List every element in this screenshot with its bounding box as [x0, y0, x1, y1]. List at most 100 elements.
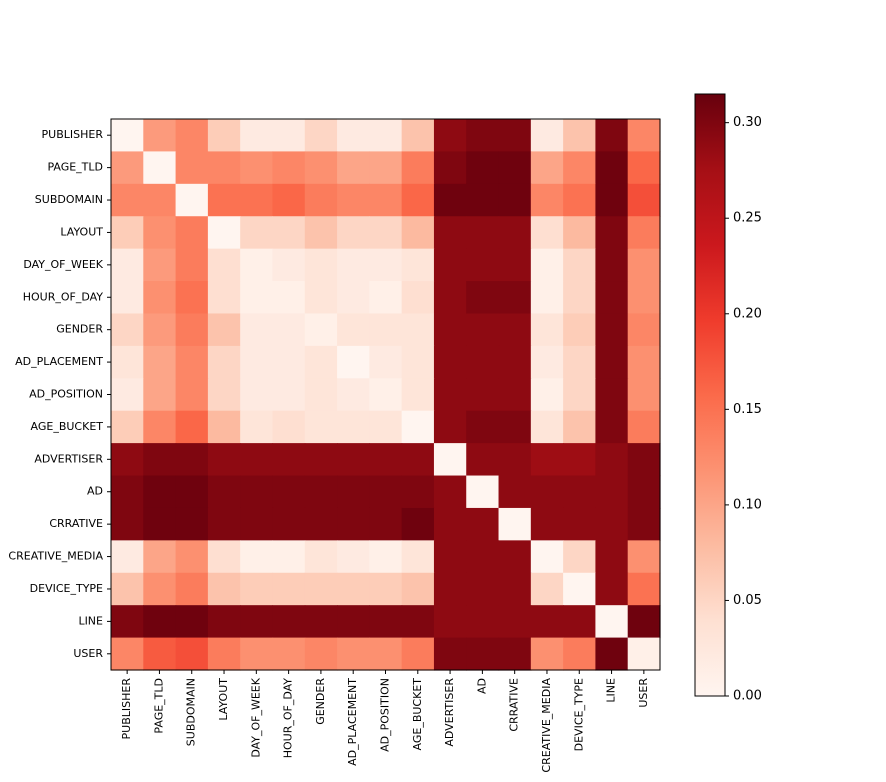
heatmap-cell — [143, 345, 177, 379]
heatmap-cell — [272, 151, 306, 185]
heatmap-cell — [401, 443, 435, 477]
heatmap-cell — [175, 443, 209, 477]
heatmap-cell — [530, 572, 564, 606]
heatmap-cell — [433, 151, 467, 185]
heatmap-cell — [207, 345, 241, 379]
x-tick-label: SUBDOMAIN — [185, 678, 198, 746]
heatmap-cell — [272, 119, 306, 153]
heatmap-cell — [272, 507, 306, 541]
heatmap-cell — [143, 378, 177, 412]
heatmap-cell — [111, 637, 144, 671]
heatmap-cell — [530, 151, 564, 185]
heatmap-cell — [563, 119, 597, 153]
heatmap-cell — [337, 216, 370, 250]
y-tick-label: LINE — [78, 614, 103, 627]
heatmap-cell — [530, 540, 564, 574]
heatmap-cell — [369, 119, 403, 153]
heatmap-cell — [143, 540, 177, 574]
heatmap-cell — [240, 572, 274, 606]
heatmap-cell — [466, 281, 500, 315]
heatmap-cell — [627, 410, 661, 444]
heatmap-cell — [337, 572, 370, 606]
x-tick-label: PAGE_TLD — [152, 678, 165, 734]
heatmap-cell — [530, 216, 564, 250]
y-tick-label: HOUR_OF_DAY — [23, 290, 104, 303]
heatmap-cell — [175, 345, 209, 379]
x-tick-label: CRRATIVE — [508, 678, 521, 732]
heatmap-cell — [240, 345, 274, 379]
y-tick-label: GENDER — [56, 323, 103, 336]
heatmap-cell — [498, 605, 532, 639]
heatmap-cell — [627, 475, 661, 509]
heatmap-cells — [111, 119, 661, 671]
heatmap-cell — [498, 248, 532, 282]
x-tick-label: CREATIVE_MEDIA — [540, 678, 553, 773]
y-tick-label: PUBLISHER — [42, 128, 104, 141]
heatmap-cell — [207, 507, 241, 541]
heatmap-cell — [433, 540, 467, 574]
heatmap-cell — [627, 183, 661, 217]
heatmap-cell — [240, 540, 274, 574]
y-tick-label: AD — [87, 485, 103, 498]
heatmap-cell — [466, 216, 500, 250]
heatmap-cell — [337, 443, 370, 477]
heatmap-cell — [175, 151, 209, 185]
heatmap-cell — [627, 216, 661, 250]
heatmap-cell — [240, 281, 274, 315]
heatmap-cell — [369, 378, 403, 412]
heatmap-cell — [466, 443, 500, 477]
heatmap-cell — [563, 313, 597, 347]
heatmap-cell — [304, 475, 338, 509]
heatmap-cell — [175, 410, 209, 444]
heatmap-cell — [272, 637, 306, 671]
x-tick-label: LAYOUT — [217, 678, 230, 721]
y-tick-label: AGE_BUCKET — [31, 420, 104, 433]
heatmap-cell — [627, 540, 661, 574]
heatmap-cell — [530, 443, 564, 477]
heatmap-cell — [433, 443, 467, 477]
heatmap-cell — [563, 443, 597, 477]
y-tick-label: CREATIVE_MEDIA — [8, 550, 103, 563]
heatmap-cell — [466, 475, 500, 509]
heatmap-cell — [272, 475, 306, 509]
heatmap-cell — [466, 248, 500, 282]
heatmap-cell — [466, 507, 500, 541]
heatmap-cell — [304, 572, 338, 606]
heatmap-cell — [433, 507, 467, 541]
heatmap-cell — [433, 345, 467, 379]
heatmap-cell — [369, 572, 403, 606]
heatmap-cell — [401, 378, 435, 412]
colorbar-tick-label: 0.15 — [733, 402, 762, 417]
heatmap-cell — [207, 572, 241, 606]
heatmap-cell — [207, 281, 241, 315]
heatmap-cell — [369, 345, 403, 379]
heatmap-cell — [433, 378, 467, 412]
heatmap-cell — [369, 248, 403, 282]
x-tick-label: AD_PLACEMENT — [346, 678, 359, 766]
heatmap-cell — [563, 345, 597, 379]
heatmap-cell — [627, 345, 661, 379]
heatmap-cell — [240, 313, 274, 347]
heatmap-cell — [240, 507, 274, 541]
x-tick-label: AGE_BUCKET — [411, 678, 424, 751]
heatmap-cell — [207, 410, 241, 444]
heatmap-cell — [433, 410, 467, 444]
heatmap-cell — [111, 119, 144, 153]
heatmap-cell — [175, 119, 209, 153]
heatmap-cell — [627, 281, 661, 315]
heatmap-cell — [563, 637, 597, 671]
heatmap-cell — [595, 119, 629, 153]
heatmap-cell — [175, 475, 209, 509]
heatmap-cell — [627, 313, 661, 347]
heatmap-cell — [111, 572, 144, 606]
heatmap-cell — [466, 540, 500, 574]
heatmap-cell — [530, 345, 564, 379]
heatmap-cell — [401, 183, 435, 217]
y-tick-label: DAY_OF_WEEK — [23, 258, 103, 271]
heatmap-cell — [207, 540, 241, 574]
heatmap-cell — [530, 119, 564, 153]
heatmap-cell — [466, 345, 500, 379]
heatmap-cell — [207, 475, 241, 509]
heatmap-cell — [595, 248, 629, 282]
y-tick-label: DEVICE_TYPE — [30, 582, 103, 595]
